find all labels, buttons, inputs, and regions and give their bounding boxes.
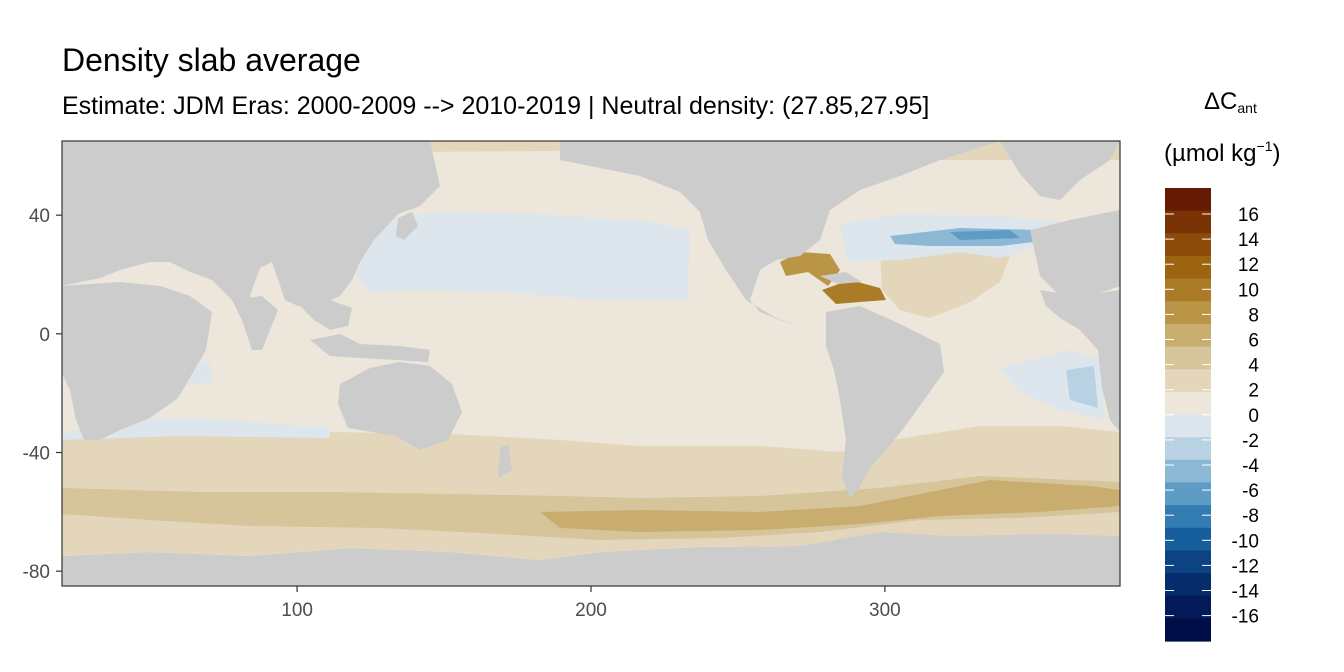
region-north-pacific — [352, 212, 690, 300]
legend-swatch — [1165, 369, 1211, 393]
land-asia — [62, 141, 440, 320]
legend-label: -4 — [1242, 456, 1259, 477]
legend-swatch — [1165, 459, 1211, 484]
land-indonesia — [310, 334, 430, 362]
land-africa — [62, 282, 212, 440]
land-india — [232, 296, 278, 350]
antarctica-land — [62, 532, 1120, 586]
legend-swatch — [1165, 550, 1211, 574]
legend-swatch — [1165, 527, 1211, 551]
land-greenland — [1000, 141, 1120, 200]
legend-swatch — [1165, 233, 1211, 257]
legend-label: 12 — [1238, 255, 1259, 276]
y-axis: 40 0 -40 -80 — [23, 206, 62, 583]
legend-label: -2 — [1242, 431, 1259, 452]
legend-swatch — [1165, 482, 1211, 506]
x-tick-label: 100 — [281, 600, 313, 621]
legend-label: -8 — [1242, 506, 1259, 527]
region-southeast-atlantic-core — [1066, 366, 1098, 408]
legend-title-symbol: ΔCant — [1204, 88, 1257, 116]
legend-label: -6 — [1242, 481, 1259, 502]
y-tick-label: -80 — [23, 562, 50, 583]
legend-label: 14 — [1238, 230, 1260, 251]
legend-label: 4 — [1248, 356, 1259, 377]
legend-title-unit: (µmol kg−1) — [1164, 138, 1281, 167]
legend-swatch — [1165, 278, 1211, 302]
legend-label: 8 — [1248, 305, 1259, 326]
land-south-america — [826, 306, 944, 498]
land-africa-east — [1040, 290, 1120, 432]
legend-label: -16 — [1232, 607, 1259, 628]
legend-swatch — [1165, 595, 1211, 619]
legend-swatch — [1165, 188, 1211, 212]
land-new-zealand — [498, 444, 512, 478]
region-caribbean — [822, 280, 886, 304]
region-southern-ocean-peak — [540, 480, 1120, 532]
x-axis: 100 200 300 — [281, 586, 901, 621]
legend-label: 2 — [1248, 381, 1259, 402]
legend-colorbar — [1165, 188, 1211, 642]
region-southeast-atlantic — [1000, 350, 1104, 420]
chart-subtitle: Estimate: JDM Eras: 2000-2009 --> 2010-2… — [62, 92, 930, 120]
legend-label: 6 — [1248, 331, 1259, 352]
legend-label: 16 — [1238, 205, 1259, 226]
y-tick-label: 0 — [39, 325, 50, 346]
legend-swatch — [1165, 323, 1211, 348]
land-north-america — [560, 141, 1000, 326]
land-madagascar — [130, 368, 146, 404]
legend-swatch — [1165, 210, 1211, 234]
land-southeast-asia — [300, 300, 352, 330]
legend-swatch — [1165, 505, 1211, 529]
legend-swatch — [1165, 391, 1211, 416]
legend-label: -12 — [1232, 556, 1259, 577]
legend-label: -14 — [1232, 582, 1260, 603]
y-tick-label: -40 — [23, 444, 50, 465]
legend-label: 10 — [1238, 280, 1259, 301]
legend-label: -10 — [1232, 531, 1259, 552]
region-gulf-stream-core — [950, 230, 1020, 240]
x-tick-label: 300 — [869, 600, 901, 621]
legend-label: 0 — [1248, 406, 1259, 427]
x-tick-label: 200 — [575, 600, 607, 621]
legend-swatch — [1165, 573, 1211, 597]
land-australia — [338, 362, 462, 450]
legend-swatch — [1165, 618, 1211, 642]
land-europe — [1030, 210, 1120, 300]
region-north-atlantic-subtropical — [880, 246, 1010, 318]
y-tick-label: 40 — [29, 206, 50, 227]
chart-title: Density slab average — [62, 42, 361, 78]
land-cuba — [820, 272, 862, 284]
legend-swatch — [1165, 255, 1211, 280]
land-japan — [396, 212, 418, 240]
legend-swatch — [1165, 437, 1211, 461]
legend-swatch — [1165, 301, 1211, 325]
legend-swatch — [1165, 346, 1211, 370]
legend-labels: 16 14 12 10 8 6 4 2 0 -2 -4 -6 -8 -10 -12 -14 -16 — [1165, 205, 1259, 628]
legend-swatch — [1165, 414, 1211, 438]
